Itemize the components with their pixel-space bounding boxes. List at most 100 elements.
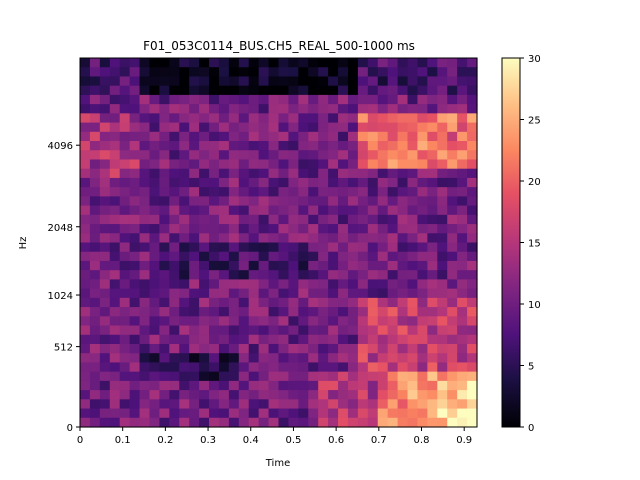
heatmap-cell [228, 307, 240, 317]
heatmap-cell [268, 307, 280, 317]
heatmap-cell [328, 104, 339, 114]
heatmap-cell [169, 371, 180, 382]
heatmap-cell [467, 316, 478, 327]
heatmap-cell [238, 233, 250, 244]
heatmap-cell [139, 297, 151, 308]
heatmap-cell [308, 141, 319, 151]
heatmap-cell [228, 343, 240, 354]
heatmap-cell [457, 279, 468, 290]
heatmap-cell [89, 390, 101, 400]
heatmap-cell [80, 85, 91, 96]
heatmap-cell [109, 159, 121, 170]
heatmap-cell [387, 417, 399, 428]
heatmap-cell [258, 150, 270, 161]
heatmap-cell [89, 205, 101, 216]
heatmap-cell [238, 270, 250, 280]
heatmap-cell [189, 260, 200, 271]
heatmap-cell [199, 297, 210, 308]
heatmap-cell [328, 343, 339, 354]
heatmap-cell [129, 168, 141, 179]
heatmap-cell [298, 141, 309, 151]
heatmap-cell [218, 224, 230, 234]
heatmap-cell [377, 58, 389, 68]
heatmap-cell [407, 353, 419, 364]
heatmap-cell [367, 94, 379, 105]
heatmap-cell [89, 76, 101, 87]
heatmap-cell [129, 297, 141, 308]
heatmap-cell [437, 168, 448, 179]
heatmap-cell [248, 76, 260, 87]
heatmap-cell [417, 362, 428, 373]
heatmap-cell [407, 390, 419, 400]
heatmap-cell [139, 76, 151, 87]
heatmap-cell [357, 390, 369, 400]
heatmap-cell [268, 279, 280, 290]
heatmap-cell [417, 242, 428, 253]
heatmap-cell [447, 168, 458, 179]
heatmap-cell [149, 94, 161, 105]
heatmap-cell [209, 113, 220, 124]
heatmap-cell [189, 205, 200, 216]
heatmap-cell [447, 131, 458, 142]
heatmap-cell [218, 251, 230, 262]
heatmap-cell [467, 76, 478, 87]
heatmap-cell [427, 380, 438, 391]
heatmap-cell [248, 94, 260, 105]
heatmap-cell [427, 141, 438, 151]
heatmap-cell [179, 85, 190, 96]
heatmap-cell [347, 187, 359, 197]
heatmap-cell [179, 122, 190, 133]
heatmap-cell [189, 214, 200, 225]
heatmap-cell [149, 417, 161, 428]
heatmap-cell [89, 417, 101, 428]
heatmap-cell [228, 362, 240, 373]
heatmap-cell [347, 288, 359, 299]
heatmap-cell [377, 122, 389, 133]
heatmap-cell [228, 94, 240, 105]
heatmap-cell [467, 159, 478, 170]
heatmap-cell [467, 390, 478, 400]
heatmap-cell [427, 399, 438, 410]
heatmap-cell [288, 288, 299, 299]
heatmap-cell [258, 196, 270, 207]
heatmap-cell [288, 316, 299, 327]
heatmap-cell [318, 353, 329, 364]
heatmap-cell [159, 196, 170, 207]
heatmap-cell [367, 58, 379, 68]
heatmap-cell [268, 85, 280, 96]
heatmap-cell [228, 85, 240, 96]
heatmap-cell [149, 343, 161, 354]
heatmap-cell [218, 205, 230, 216]
heatmap-cell [318, 187, 329, 197]
heatmap-cell [218, 288, 230, 299]
heatmap-cell [209, 353, 220, 364]
heatmap-cell [258, 113, 270, 124]
heatmap-cell [437, 380, 448, 391]
heatmap-cell [427, 279, 438, 290]
x-tick-label: 0.4 [243, 435, 259, 446]
heatmap-cell [447, 353, 458, 364]
heatmap-cell [467, 260, 478, 271]
heatmap-cell [228, 316, 240, 327]
heatmap-cell [228, 187, 240, 197]
heatmap-cell [99, 390, 111, 400]
heatmap-cell [417, 307, 428, 317]
heatmap-cell [278, 371, 290, 382]
heatmap-cell [199, 67, 210, 78]
heatmap-cell [278, 343, 290, 354]
heatmap-cell [318, 214, 329, 225]
heatmap-cell [99, 177, 111, 188]
x-tick-label: 0.1 [115, 435, 131, 446]
heatmap-cell [129, 380, 141, 391]
heatmap-cell [328, 307, 339, 317]
heatmap-cell [328, 168, 339, 179]
heatmap-cell [89, 297, 101, 308]
heatmap-cell [238, 85, 250, 96]
heatmap-cell [288, 297, 299, 308]
heatmap-cell [357, 279, 369, 290]
heatmap-cell [447, 334, 458, 345]
heatmap-cell [149, 408, 161, 419]
heatmap-cell [80, 122, 91, 133]
heatmap-cell [89, 399, 101, 410]
heatmap-cell [387, 380, 399, 391]
